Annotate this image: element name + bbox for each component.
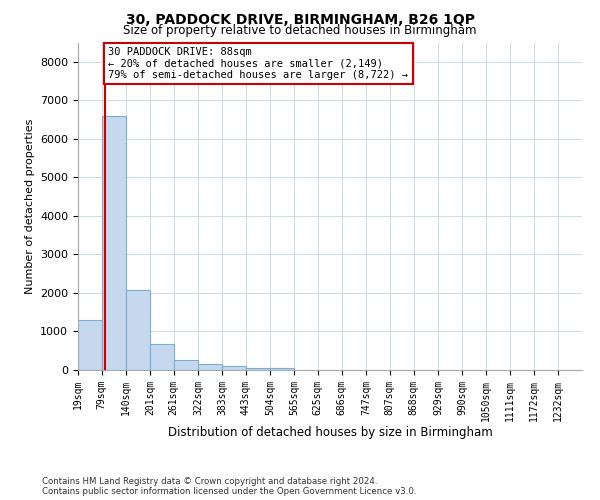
Bar: [174, 360, 198, 370]
Bar: [270, 368, 294, 370]
Bar: [246, 368, 270, 370]
Bar: [126, 290, 150, 370]
Text: 30 PADDOCK DRIVE: 88sqm
← 20% of detached houses are smaller (2,149)
79% of semi: 30 PADDOCK DRIVE: 88sqm ← 20% of detache…: [109, 47, 409, 80]
Bar: [78, 320, 102, 370]
Text: Contains HM Land Registry data © Crown copyright and database right 2024.
Contai: Contains HM Land Registry data © Crown c…: [42, 476, 416, 496]
Bar: [222, 366, 246, 370]
Text: Size of property relative to detached houses in Birmingham: Size of property relative to detached ho…: [123, 24, 477, 37]
Bar: [102, 116, 126, 370]
Bar: [198, 364, 222, 370]
Text: 30, PADDOCK DRIVE, BIRMINGHAM, B26 1QP: 30, PADDOCK DRIVE, BIRMINGHAM, B26 1QP: [125, 12, 475, 26]
Y-axis label: Number of detached properties: Number of detached properties: [25, 118, 35, 294]
Bar: [150, 344, 174, 370]
X-axis label: Distribution of detached houses by size in Birmingham: Distribution of detached houses by size …: [167, 426, 493, 440]
